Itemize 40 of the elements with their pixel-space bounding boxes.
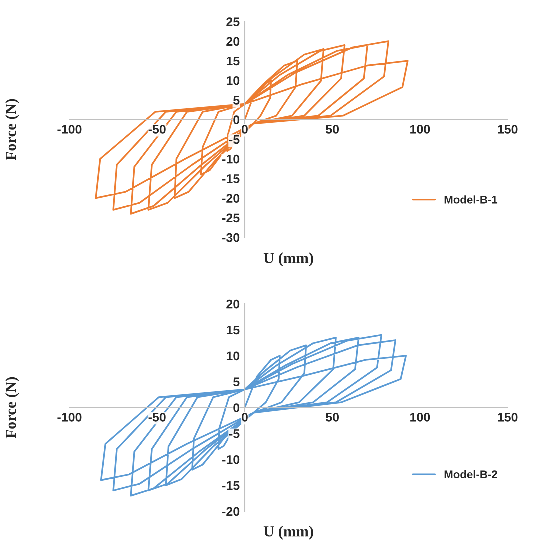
y-tick-label: -5 xyxy=(229,430,240,438)
x-tick-label: 0 xyxy=(242,412,248,422)
y-tick-label: 10 xyxy=(226,352,240,361)
x-tick-label: 100 xyxy=(410,125,430,134)
y-tick-label: 5 xyxy=(234,96,240,105)
x-tick-label: 150 xyxy=(498,412,518,422)
y-tick-label: -20 xyxy=(222,194,240,203)
y-tick-label: -25 xyxy=(222,214,240,223)
legend-label: Model-B-2 xyxy=(444,470,498,479)
y-tick-label: 25 xyxy=(226,18,240,26)
x-axis-title: U (mm) xyxy=(264,526,314,540)
y-tick-label: 15 xyxy=(226,326,240,335)
y-tick-label: 0 xyxy=(234,404,240,412)
x-axis-title: U (mm) xyxy=(264,252,314,267)
y-axis-title: Force (N) xyxy=(5,99,20,160)
y-tick-label: -10 xyxy=(222,455,240,464)
x-tick-label: 100 xyxy=(410,412,430,422)
x-tick-label: 150 xyxy=(498,125,518,134)
y-tick-label: 20 xyxy=(226,37,240,46)
y-tick-label: 5 xyxy=(234,378,240,387)
x-tick-label: 0 xyxy=(242,125,248,134)
y-tick-label: -5 xyxy=(229,135,240,144)
x-tick-label: -100 xyxy=(58,412,82,422)
x-tick-label: 50 xyxy=(326,125,340,134)
y-tick-label: -10 xyxy=(222,154,240,164)
x-tick-label: -50 xyxy=(148,412,166,422)
y-tick-label: 0 xyxy=(234,116,240,125)
y-tick-label: -20 xyxy=(222,507,240,516)
y-tick-label: 15 xyxy=(226,56,240,66)
y-axis-title: Force (N) xyxy=(5,377,20,439)
y-tick-label: 10 xyxy=(226,76,240,86)
y-tick-label: 20 xyxy=(226,300,240,309)
legend-label: Model-B-1 xyxy=(444,196,498,204)
x-tick-label: -100 xyxy=(58,125,82,134)
x-tick-label: -50 xyxy=(148,125,166,134)
y-tick-label: -15 xyxy=(222,174,240,184)
line-series xyxy=(100,334,408,497)
y-tick-label: -30 xyxy=(222,233,240,242)
x-tick-label: 50 xyxy=(326,412,340,422)
y-tick-label: -15 xyxy=(222,481,240,490)
